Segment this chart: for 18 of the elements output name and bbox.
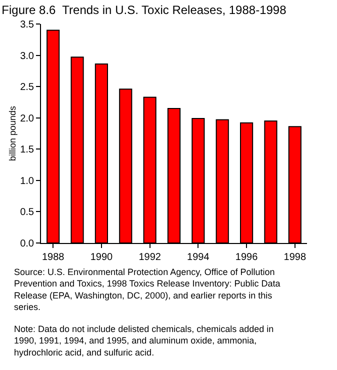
source-note: Source: U.S. Environmental Protection Agency, Office of Pollution Prevention and Toxics, 1998 Toxics Release Inventory: Public Data Release (EPA, Washington, DC, 2000), and earlier reports in this series. <box>14 267 280 312</box>
y-tick-label: 3.0 <box>20 50 34 62</box>
y-tick-label: 2.0 <box>20 113 34 124</box>
chart-title: Figure 8.6 Trends in U.S. Toxic Releases, 1988-1998 <box>2 2 287 17</box>
x-tick-label: 1988 <box>42 252 65 263</box>
text: Note: Data do not include delisted chemicals, chemicals added in 1990, 1991, 1994, and 1995, and aluminum oxide, ammonia, hydrochloric acid, and sulfuric acid. <box>14 324 274 358</box>
y-tick-label: 1.0 <box>20 176 34 187</box>
y-tick-label: 2.5 <box>20 82 34 94</box>
x-tick-label: 1996 <box>235 252 258 263</box>
x-tick-label: 1998 <box>284 252 306 263</box>
y-tick-label: 0.5 <box>20 207 34 218</box>
x-tick-label: 1992 <box>138 252 162 263</box>
y-tick-label: 0.0 <box>20 238 34 250</box>
x-tick-label: 1990 <box>90 252 114 263</box>
y-tick-label: 3.5 <box>20 20 34 30</box>
x-tick-label: 1994 <box>187 252 210 263</box>
y-axis-title: billion pounds <box>7 105 18 162</box>
y-tick-label: 1.5 <box>20 144 34 156</box>
